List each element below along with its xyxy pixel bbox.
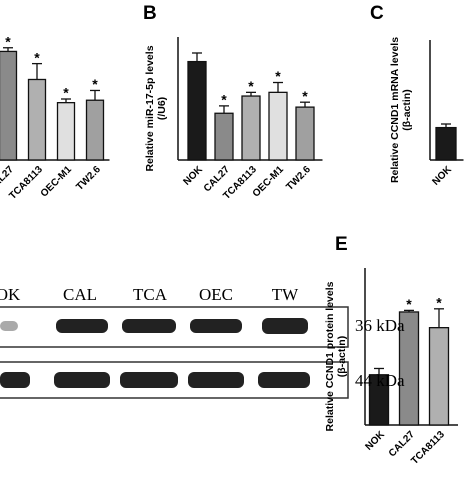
y-axis-label: (β-actin) <box>336 336 348 377</box>
lane-label: TCA <box>133 285 168 304</box>
x-tick-label: NOK <box>363 429 387 453</box>
bar <box>368 374 390 426</box>
size-marker: 44 kDa <box>355 371 405 390</box>
bar <box>398 311 420 426</box>
blot-bands <box>0 318 310 388</box>
panel-label: C <box>370 3 384 24</box>
blot-frame <box>0 306 349 348</box>
lane-label: TW <box>272 285 299 304</box>
significance: * <box>248 78 254 94</box>
bar <box>214 112 234 161</box>
significance: * <box>275 68 281 84</box>
x-tick-label: TW2.6 <box>284 164 313 193</box>
significance: * <box>406 296 412 312</box>
y-axis-label: Relative CCND1 mRNA levels <box>389 37 401 183</box>
bar <box>295 106 315 161</box>
significance: * <box>5 33 11 49</box>
bar <box>268 91 288 161</box>
x-tick-label: TCA8113 <box>409 429 447 467</box>
lane-label: OK <box>0 285 21 304</box>
x-tick-label: NOK <box>430 164 454 188</box>
y-axis-label: (β-actin) <box>401 89 413 130</box>
bar <box>435 126 457 161</box>
y-axis-label: Relative miR-17-5p levels <box>144 45 156 171</box>
significance: * <box>221 92 227 108</box>
y-axis-label: Relative CCND1 protein levels <box>324 281 336 431</box>
lane-label: CAL <box>63 285 97 304</box>
significance: * <box>92 76 98 92</box>
bar <box>85 99 105 161</box>
bar <box>187 60 207 161</box>
significance: * <box>436 295 442 311</box>
panel-label: E <box>335 234 348 255</box>
x-tick-label: TW2.6 <box>74 164 103 193</box>
size-marker: 36 kDa <box>355 316 405 335</box>
y-axis-label: (/U6) <box>156 97 168 120</box>
significance: * <box>302 88 308 104</box>
bar <box>56 102 76 161</box>
bar <box>27 78 47 161</box>
panel-label: B <box>143 3 157 24</box>
x-tick-label: NOK <box>181 164 205 188</box>
significance: * <box>34 49 40 65</box>
x-tick-label: OEC-M1 <box>39 164 75 200</box>
significance: * <box>63 85 69 101</box>
bar <box>241 95 261 161</box>
bar <box>0 50 18 161</box>
lane-label: OEC <box>199 285 233 304</box>
bar <box>428 327 450 426</box>
blot-frame <box>0 361 349 399</box>
